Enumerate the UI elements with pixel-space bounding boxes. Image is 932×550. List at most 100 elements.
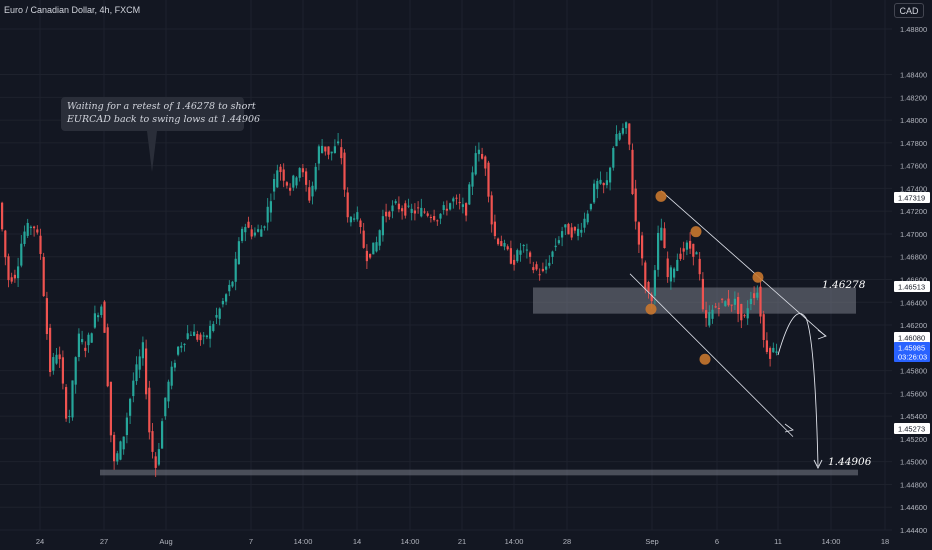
candle-body xyxy=(561,231,564,238)
candle-body xyxy=(663,228,666,249)
candle-body xyxy=(26,222,29,236)
candle-body xyxy=(148,387,151,433)
candle-body xyxy=(68,415,71,417)
candle-body xyxy=(97,315,100,318)
candle-body xyxy=(721,298,724,300)
currency-badge[interactable]: CAD xyxy=(894,3,924,18)
candle-body xyxy=(285,182,288,186)
price-tag xyxy=(894,423,930,434)
candle-body xyxy=(253,232,256,236)
candle-body xyxy=(522,244,525,247)
candle-body xyxy=(228,284,231,292)
candle-body xyxy=(273,179,276,192)
candle-body xyxy=(471,172,474,187)
candle-body xyxy=(71,380,74,418)
channel-lower-line xyxy=(629,273,794,437)
arrow-head xyxy=(817,329,827,340)
candle-body xyxy=(618,132,621,140)
y-tick-label: 1.45400 xyxy=(900,412,927,421)
candle-body xyxy=(266,206,269,223)
candle-body xyxy=(628,123,631,145)
candle-body xyxy=(647,281,650,292)
candle-body xyxy=(577,228,580,236)
candle-body xyxy=(151,431,154,452)
candle-body xyxy=(391,205,394,212)
candle-body xyxy=(449,203,452,210)
candle-body xyxy=(164,397,167,417)
candle-body xyxy=(314,166,317,190)
candle-body xyxy=(84,347,87,351)
candle-body xyxy=(599,179,602,184)
candle-body xyxy=(497,238,500,245)
candle-body xyxy=(183,343,186,345)
candle-body xyxy=(772,347,775,353)
drawings xyxy=(147,131,827,470)
candle-body xyxy=(29,226,32,228)
candle-body xyxy=(439,213,442,219)
zones xyxy=(100,287,858,476)
candle-body xyxy=(81,339,84,343)
candle-body xyxy=(580,229,583,233)
candle-body xyxy=(401,208,404,212)
candle-body xyxy=(711,309,714,319)
y-tick-label: 1.45800 xyxy=(900,367,927,376)
candle-body xyxy=(145,348,148,395)
candle-body xyxy=(394,201,397,204)
candle-body xyxy=(589,203,592,210)
y-tick-label: 1.45000 xyxy=(900,458,927,467)
y-tick-label: 1.46600 xyxy=(900,276,927,285)
candle-body xyxy=(346,192,349,218)
candle-body xyxy=(17,266,20,279)
candle-body xyxy=(557,240,560,244)
candle-body xyxy=(689,240,692,249)
candle-body xyxy=(650,294,653,302)
candle-body xyxy=(87,334,90,346)
candle-body xyxy=(279,166,282,173)
candle-body xyxy=(119,441,122,460)
arrow-head xyxy=(784,423,794,433)
candle-body xyxy=(551,251,554,257)
price-tag xyxy=(894,281,930,292)
candle-body xyxy=(388,211,391,217)
candle-body xyxy=(65,387,68,419)
candle-body xyxy=(605,180,608,186)
candle-body xyxy=(407,205,410,207)
candle-body xyxy=(292,175,295,188)
candle-body xyxy=(180,345,183,348)
candle-body xyxy=(682,248,685,252)
candle-body xyxy=(420,207,423,217)
candle-body xyxy=(445,208,448,211)
candle-body xyxy=(465,203,468,216)
pair-title[interactable]: Euro / Canadian Dollar, 4h, FXCM xyxy=(4,5,141,15)
resistance-level-label: 1.46278 xyxy=(822,279,866,291)
candle-body xyxy=(525,249,528,251)
candle-body xyxy=(378,230,381,246)
candle-body xyxy=(676,259,679,271)
x-tick-label: 27 xyxy=(100,537,108,546)
channel-upper-line xyxy=(660,190,827,337)
x-tick-label: 18 xyxy=(881,537,889,546)
candle-body xyxy=(308,187,311,201)
candle-body xyxy=(740,303,743,321)
x-tick-label: 14:00 xyxy=(401,537,420,546)
candle-body xyxy=(337,141,340,144)
candle-body xyxy=(295,177,298,186)
candle-body xyxy=(330,151,333,154)
trade-note[interactable]: Waiting for a retest of 1.46278 to short… xyxy=(61,97,260,131)
candle-body xyxy=(701,278,704,310)
candle-body xyxy=(436,220,439,222)
candle-body xyxy=(567,223,570,235)
candle-body xyxy=(529,252,532,257)
candle-body xyxy=(209,325,212,339)
candle-body xyxy=(231,281,234,287)
candle-body xyxy=(548,262,551,266)
swing-marker xyxy=(645,303,657,315)
candle-body xyxy=(263,226,266,228)
y-tick-label: 1.45600 xyxy=(900,389,927,398)
candle-body xyxy=(100,306,103,316)
candle-body xyxy=(743,315,746,317)
candle-body xyxy=(545,266,548,270)
candle-body xyxy=(170,366,173,386)
candle-body xyxy=(570,227,573,238)
